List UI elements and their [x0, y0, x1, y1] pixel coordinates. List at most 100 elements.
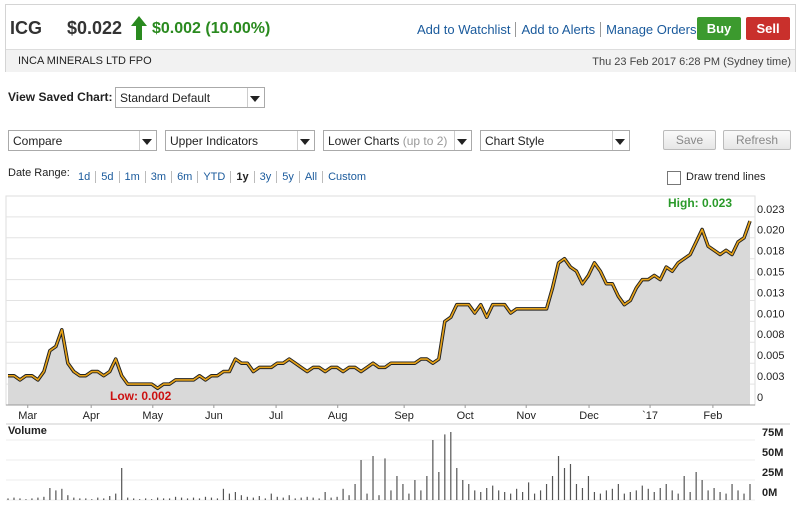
volume-bar	[13, 497, 15, 500]
volume-bar	[719, 492, 721, 500]
y-tick-label: 0.008	[757, 329, 785, 341]
volume-bar	[210, 497, 213, 500]
volume-bar	[551, 476, 554, 500]
saved-chart-label: View Saved Chart:	[8, 90, 113, 104]
volume-bar	[641, 485, 643, 500]
save-button[interactable]: Save	[663, 130, 716, 150]
orders-link[interactable]: Manage Orders	[600, 22, 702, 37]
alerts-link[interactable]: Add to Alerts	[515, 22, 601, 37]
y-tick-label: 0.005	[757, 350, 785, 362]
y-tick-label: 0	[757, 392, 763, 404]
range-link[interactable]: 1y	[230, 171, 254, 183]
refresh-button[interactable]: Refresh	[723, 130, 791, 150]
watchlist-link[interactable]: Add to Watchlist	[417, 22, 511, 37]
volume-bar	[43, 496, 45, 500]
x-tick-label: Jun	[205, 410, 223, 422]
volume-bar	[474, 490, 476, 500]
volume-bar	[300, 497, 302, 500]
volume-bar	[139, 499, 141, 500]
company-name: INCA MINERALS LTD FPO	[18, 55, 152, 67]
sell-button[interactable]: Sell	[746, 17, 790, 40]
volume-bar	[7, 498, 9, 500]
range-link[interactable]: 5d	[95, 171, 119, 183]
trend-label: Draw trend lines	[686, 171, 766, 183]
volume-bar	[486, 488, 488, 500]
volume-bar	[462, 480, 464, 500]
range-link[interactable]: 1d	[78, 171, 91, 183]
x-tick-label: Nov	[516, 410, 536, 422]
volume-bar	[456, 468, 458, 500]
volume-bar	[510, 493, 512, 500]
x-tick-label: Mar	[18, 410, 37, 422]
timestamp: Thu 23 Feb 2017 6:28 PM (Sydney time)	[592, 56, 791, 68]
volume-bar	[533, 493, 536, 500]
volume-bar	[617, 484, 619, 500]
volume-bar	[665, 484, 667, 500]
range-link[interactable]: YTD	[197, 171, 231, 183]
volume-bar	[31, 498, 33, 500]
compare-select[interactable]: Compare	[8, 130, 157, 151]
x-tick-label: Feb	[703, 410, 722, 422]
upper-select[interactable]: Upper Indicators	[165, 130, 315, 151]
volume-bar	[318, 498, 320, 500]
volume-bar	[605, 490, 607, 500]
volume-bar	[581, 488, 584, 500]
volume-bar	[432, 440, 434, 500]
saved-chart-value: Standard Default	[120, 91, 211, 105]
volume-bar	[186, 498, 189, 500]
style-select[interactable]: Chart Style	[480, 130, 630, 151]
volume-bar	[312, 497, 314, 500]
x-tick-label: May	[142, 410, 163, 422]
volume-bar	[701, 480, 703, 500]
range-link[interactable]: 1m	[118, 171, 145, 183]
volume-bar	[647, 488, 649, 500]
range-link[interactable]: 3m	[144, 171, 172, 183]
volume-bar	[539, 490, 542, 500]
quote-header: ICG $0.022 $0.002 (10.00%) Add to Watchl…	[5, 4, 796, 72]
volume-bar	[360, 460, 362, 500]
buy-button[interactable]: Buy	[697, 17, 741, 40]
lower-select[interactable]: Lower Charts (up to 2)	[323, 130, 472, 151]
range-link[interactable]: 3y	[253, 171, 277, 183]
volume-bar	[336, 496, 338, 500]
price: $0.022	[67, 18, 123, 38]
saved-chart-select[interactable]: Standard Default	[115, 87, 265, 108]
trend-checkbox[interactable]	[667, 171, 681, 185]
volume-bar	[133, 498, 135, 500]
volume-bar	[629, 492, 631, 500]
volume-bar	[49, 488, 51, 500]
volume-bar	[151, 499, 153, 500]
range-link[interactable]: Custom	[322, 171, 371, 183]
y-tick-label: 0.023	[757, 204, 785, 216]
volume-bar	[504, 492, 506, 500]
volume-bar	[234, 492, 236, 500]
volume-bar	[145, 498, 147, 500]
volume-bar	[121, 468, 123, 500]
volume-bar	[127, 497, 129, 500]
x-tick-label: Oct	[457, 410, 474, 422]
x-tick-label: Dec	[579, 410, 599, 422]
volume-bar	[246, 496, 248, 500]
range-link[interactable]: 5y	[276, 171, 299, 183]
volume-bar	[599, 493, 602, 500]
y-tick-label: 0.013	[757, 287, 785, 299]
price-area	[8, 221, 750, 405]
volume-bar	[19, 498, 21, 500]
volume-bar	[695, 472, 697, 500]
volume-bar	[330, 497, 332, 500]
volume-bar	[522, 492, 524, 500]
volume-bar	[743, 493, 745, 500]
y-tick-label: 25M	[762, 467, 783, 479]
x-tick-label: Aug	[328, 410, 348, 422]
volume-bar	[55, 490, 57, 500]
volume-bar	[516, 488, 518, 500]
volume-bar	[420, 490, 422, 500]
volume-bar	[162, 498, 165, 500]
volume-bar	[414, 480, 416, 500]
volume-bar	[282, 497, 284, 500]
volume-bar	[408, 493, 410, 500]
range-link[interactable]: All	[298, 171, 323, 183]
volume-bar	[252, 497, 254, 500]
volume-bar	[384, 458, 386, 500]
range-link[interactable]: 6m	[171, 171, 198, 183]
